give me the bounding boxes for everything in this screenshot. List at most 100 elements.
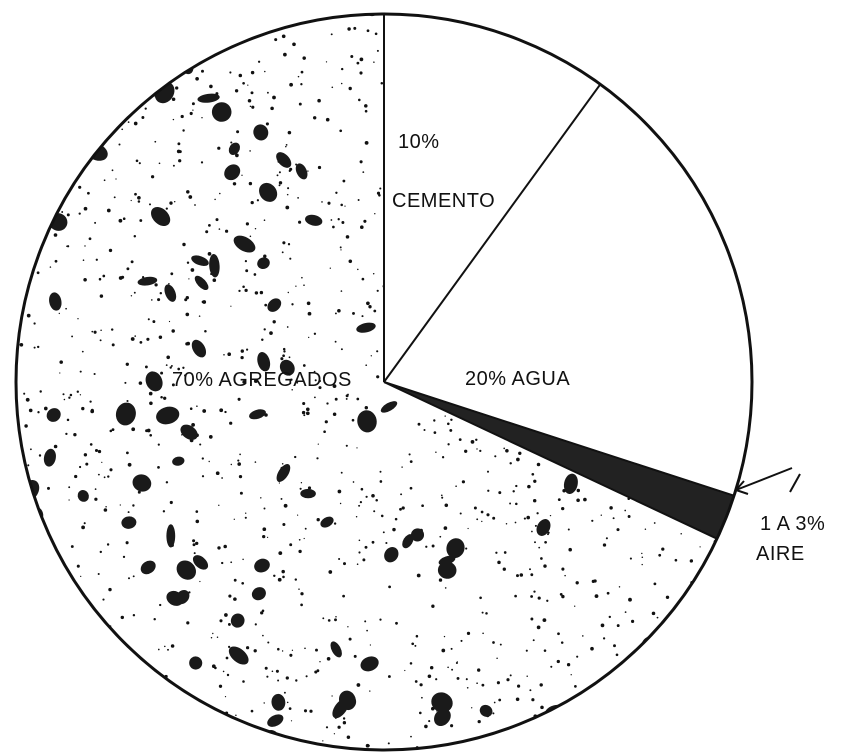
stipple-dot — [488, 10, 490, 12]
stipple-dot — [92, 710, 96, 713]
stipple-dot — [218, 228, 221, 230]
stipple-dot — [459, 512, 462, 515]
stipple-dot — [223, 354, 225, 356]
stipple-dot — [28, 560, 32, 564]
stipple-dot — [694, 633, 699, 637]
stipple-dot — [340, 82, 343, 85]
stipple-dot — [710, 594, 715, 599]
stipple-dot — [199, 15, 202, 18]
stipple-dot — [602, 637, 606, 640]
stipple-dot — [278, 184, 281, 187]
stipple-dot — [544, 540, 547, 544]
stipple-dot — [353, 654, 357, 658]
stipple-dot — [173, 33, 176, 36]
stipple-dot — [305, 411, 310, 416]
stipple-dot — [7, 499, 9, 501]
stipple-dot — [685, 133, 688, 137]
stipple-dot — [371, 494, 375, 498]
stipple-dot — [409, 460, 413, 463]
stipple-dot — [59, 695, 62, 698]
stipple-dot — [604, 51, 607, 53]
stipple-dot — [379, 480, 383, 483]
stipple-dot — [172, 164, 175, 167]
stipple-dot — [170, 21, 174, 26]
stipple-dot — [201, 69, 204, 73]
stipple-dot — [308, 336, 310, 339]
stipple-dot — [644, 528, 647, 530]
stipple-dot — [104, 26, 108, 30]
stipple-dot — [234, 89, 239, 93]
stipple-dot — [465, 547, 468, 550]
stipple-dot — [278, 171, 281, 174]
stipple-dot — [658, 25, 662, 29]
stipple-dot — [132, 613, 136, 617]
stipple-dot — [58, 663, 61, 666]
stipple-dot — [141, 275, 145, 279]
stipple-dot — [608, 707, 611, 710]
label-agregados: 70% AGREGADOS — [172, 369, 352, 391]
stipple-dot — [360, 487, 364, 491]
stipple-dot — [680, 700, 684, 703]
stipple-dot — [88, 237, 92, 241]
stipple-dot — [157, 466, 160, 469]
stipple-dot — [366, 29, 370, 33]
stipple-dot — [325, 726, 329, 729]
stipple-dot — [630, 74, 635, 79]
stipple-dot — [66, 703, 69, 706]
stipple-dot — [38, 89, 43, 93]
stipple-dot — [281, 251, 284, 254]
stipple-dot — [230, 305, 232, 307]
stipple-dot — [281, 34, 286, 39]
stipple-dot — [699, 546, 701, 548]
stipple-dot — [358, 504, 361, 507]
stipple-dot — [263, 9, 266, 12]
stipple-dot — [540, 705, 544, 710]
stipple-dot — [712, 576, 716, 580]
stipple-dot — [577, 710, 580, 714]
stipple-dot — [189, 407, 193, 410]
aggregate-stone — [330, 641, 342, 658]
stipple-dot — [242, 81, 245, 85]
stipple-dot — [610, 44, 615, 49]
stipple-dot — [262, 527, 267, 532]
stipple-dot — [736, 234, 739, 237]
stipple-dot — [659, 732, 662, 735]
stipple-dot — [165, 207, 168, 210]
stipple-dot — [142, 702, 145, 705]
stipple-dot — [126, 267, 130, 271]
stipple-dot — [539, 683, 543, 687]
stipple-dot — [498, 491, 502, 495]
stipple-dot — [558, 5, 561, 8]
stipple-dot — [57, 174, 61, 177]
stipple-dot — [168, 283, 170, 285]
stipple-dot — [135, 67, 139, 70]
stipple-dot — [716, 620, 717, 623]
stipple-dot — [509, 462, 512, 465]
aggregate-stone — [730, 515, 749, 534]
stipple-dot — [155, 54, 160, 58]
stipple-dot — [263, 507, 266, 510]
stipple-dot — [382, 531, 385, 534]
stipple-dot — [177, 367, 181, 371]
stipple-dot — [113, 649, 117, 653]
stipple-dot — [215, 218, 219, 222]
stipple-dot — [201, 116, 203, 119]
stipple-dot — [686, 91, 689, 94]
stipple-dot — [130, 199, 132, 202]
aggregate-stone — [320, 516, 334, 528]
stipple-dot — [628, 597, 632, 602]
stipple-dot — [4, 210, 6, 212]
aggregate-stone — [197, 93, 220, 103]
stipple-dot — [48, 100, 52, 104]
stipple-dot — [64, 640, 69, 645]
stipple-dot — [188, 278, 190, 280]
stipple-dot — [702, 169, 705, 172]
stipple-dot — [140, 6, 141, 7]
stipple-dot — [404, 669, 406, 672]
stipple-dot — [689, 619, 693, 623]
label-cemento-name: CEMENTO — [392, 190, 495, 212]
stipple-dot — [24, 722, 28, 725]
aggregate-stone — [164, 284, 177, 302]
stipple-dot — [480, 510, 484, 514]
stipple-dot — [224, 720, 227, 722]
